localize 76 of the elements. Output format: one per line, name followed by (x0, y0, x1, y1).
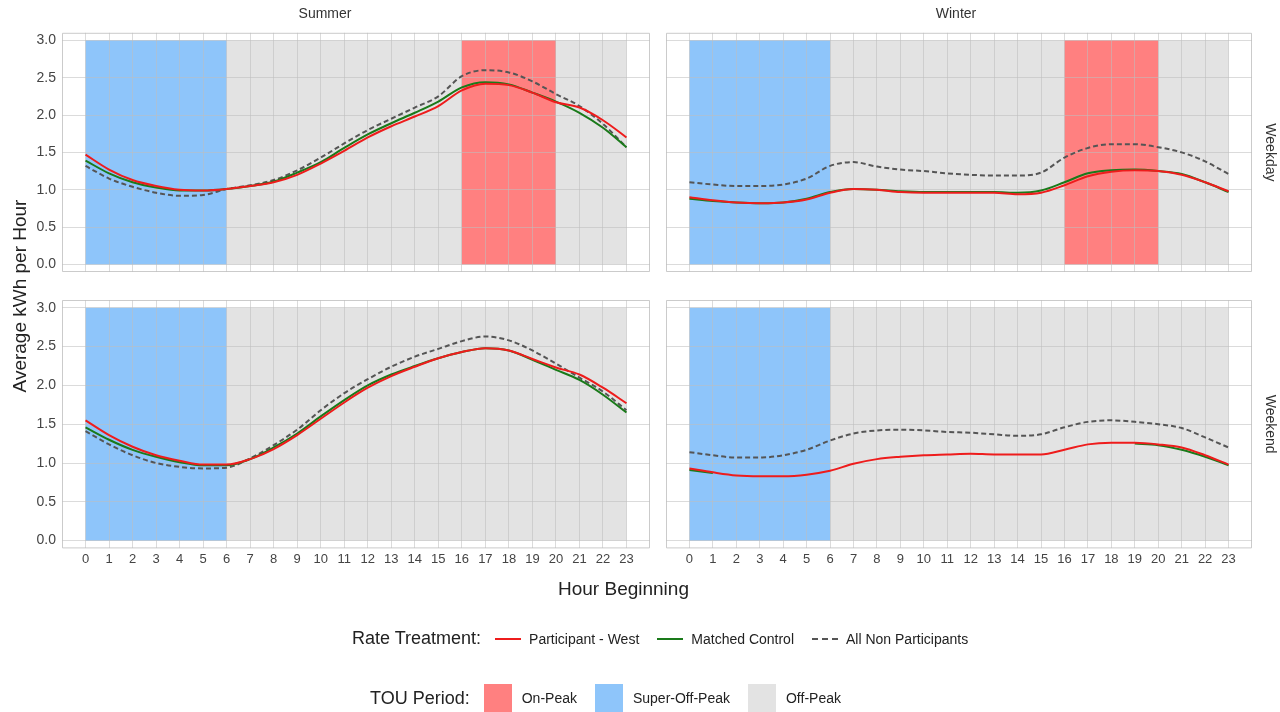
x-tick-label: 16 (454, 550, 470, 566)
chart-title: Winter (935, 5, 977, 22)
x-tick-label: 20 (1151, 550, 1166, 566)
x-tick-label: 2 (128, 550, 137, 566)
y-tick-label: 1.0 (36, 453, 57, 470)
y-axis-title: Average kWh per Hour (9, 198, 31, 395)
x-tick-label: 21 (1174, 550, 1189, 566)
x-tick-label: 22 (595, 550, 611, 566)
x-tick-label: 13 (986, 550, 1002, 566)
y-tick-label: 1.5 (36, 143, 57, 160)
x-tick-label: 9 (896, 550, 905, 566)
x-tick-label: 15 (1033, 550, 1049, 566)
x-tick-label: 17 (1080, 550, 1096, 566)
x-tick-label: 4 (779, 550, 787, 566)
x-tick-label: 8 (270, 550, 278, 566)
legend-title: Rate Treatment: (352, 628, 482, 649)
chart-title: Summer (298, 5, 352, 22)
x-tick-label: 9 (293, 550, 301, 566)
x-tick-label: 7 (849, 550, 858, 566)
y-tick-label: 2.5 (36, 337, 57, 354)
x-tick-label: 15 (431, 550, 446, 566)
y-tick-label: 0.0 (36, 255, 57, 272)
x-tick-label: 12 (360, 550, 375, 566)
legend-label: All Non Participants (846, 630, 969, 647)
x-tick-label: 11 (337, 550, 351, 566)
y-tick-label: 2.5 (36, 68, 57, 85)
x-tick-label: 14 (407, 550, 423, 566)
x-tick-label: 13 (384, 550, 399, 566)
y-tick-label: 1.5 (36, 415, 57, 432)
x-tick-label: 14 (1010, 550, 1025, 566)
x-tick-label: 4 (175, 550, 184, 566)
x-tick-label: 0 (685, 550, 694, 566)
y-tick-label: 3.0 (36, 31, 57, 48)
x-tick-label: 8 (873, 550, 881, 566)
x-tick-label: 1 (709, 550, 717, 566)
y-tick-label: 0.5 (36, 492, 57, 509)
y-tick-label: 2.0 (36, 376, 57, 393)
x-tick-label: 5 (199, 550, 207, 566)
x-tick-label: 17 (478, 550, 493, 566)
legend-label: Off-Peak (785, 690, 841, 706)
x-tick-label: 23 (1221, 550, 1236, 566)
legend-label: Matched Control (691, 630, 795, 647)
x-tick-label: 2 (732, 550, 740, 566)
x-tick-label: 5 (803, 550, 811, 566)
x-tick-label: 3 (756, 550, 764, 566)
x-tick-label: 19 (1127, 550, 1143, 566)
x-tick-label: 10 (916, 550, 932, 566)
x-tick-label: 21 (572, 550, 587, 566)
y-tick-label: 0.0 (36, 531, 57, 548)
x-tick-label: 20 (548, 550, 564, 566)
x-tick-label: 6 (826, 550, 834, 566)
text: Weekday (1263, 123, 1280, 182)
y-tick-label: 0.5 (36, 218, 57, 235)
x-tick-label: 7 (246, 550, 254, 566)
x-tick-label: 11 (940, 550, 955, 566)
text: Weekend (1263, 394, 1280, 454)
x-tick-label: 1 (105, 550, 113, 566)
x-tick-label: 6 (223, 550, 231, 566)
x-axis-title: Hour Beginning (558, 578, 689, 600)
x-tick-label: 16 (1057, 550, 1072, 566)
x-tick-label: 23 (619, 550, 634, 566)
y-tick-label: 3.0 (36, 298, 57, 315)
y-tick-label: 2.0 (36, 105, 57, 122)
x-tick-label: 22 (1197, 550, 1213, 566)
legend-label: On-Peak (521, 690, 577, 706)
legend-label: Participant - West (529, 630, 640, 647)
x-tick-label: 3 (152, 550, 160, 566)
x-tick-label: 18 (1104, 550, 1119, 566)
x-tick-label: 18 (501, 550, 517, 566)
x-tick-label: 0 (81, 550, 90, 566)
text: TOU Period: (370, 687, 470, 709)
legend-label: Super-Off-Peak (632, 690, 730, 706)
x-tick-label: 19 (525, 550, 540, 566)
x-tick-label: 10 (313, 550, 328, 566)
y-tick-label: 1.0 (36, 180, 57, 197)
x-tick-label: 12 (963, 550, 978, 566)
